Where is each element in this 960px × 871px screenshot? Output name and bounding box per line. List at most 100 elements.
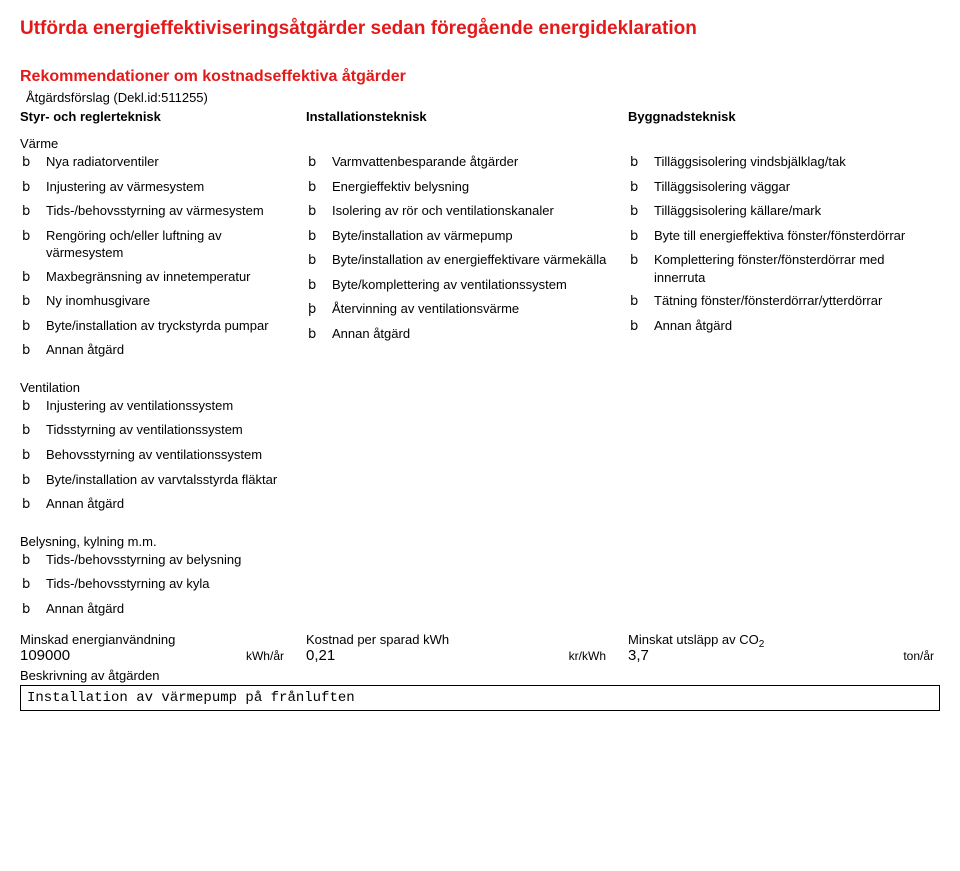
bel-item-label: Annan åtgärd bbox=[46, 600, 420, 618]
summary-energy-unit: kWh/år bbox=[246, 649, 306, 663]
desc-box[interactable]: Installation av värmepump på frånluften bbox=[20, 685, 940, 711]
col-head-install: Installationsteknisk bbox=[306, 109, 628, 124]
varme-item-label: Byte/installation av tryckstyrda pumpar bbox=[46, 317, 300, 335]
install-items: bVarmvattenbesparande åtgärderbEnergieff… bbox=[306, 153, 622, 349]
install-checkbox-icon[interactable]: b bbox=[306, 202, 332, 221]
varme-checkbox-icon[interactable]: b bbox=[20, 178, 46, 197]
bel-checkbox-icon[interactable]: b bbox=[20, 600, 46, 619]
varme-checkbox-icon[interactable]: b bbox=[20, 227, 46, 246]
varme-item: bRengöring och/eller luftning av värmesy… bbox=[20, 227, 300, 262]
bygg-checkbox-icon[interactable]: b bbox=[628, 153, 654, 172]
install-checkbox-icon[interactable]: þ bbox=[306, 300, 332, 319]
bel-item: bAnnan åtgärd bbox=[20, 600, 420, 619]
vent-checkbox-icon[interactable]: b bbox=[20, 446, 46, 465]
page-root: Utförda energieffektiviseringsåtgärder s… bbox=[0, 0, 960, 719]
bygg-item-label: Tilläggsisolering vindsbjälklag/tak bbox=[654, 153, 938, 171]
summary-co2-unit: ton/år bbox=[903, 649, 938, 663]
install-item: þÅtervinning av ventilationsvärme bbox=[306, 300, 622, 319]
summary-cost: Kostnad per sparad kWh 0,21 kr/kWh bbox=[306, 632, 628, 664]
varme-item-label: Tids-/behovsstyrning av värmesystem bbox=[46, 202, 300, 220]
bygg-item: bTätning fönster/fönsterdörrar/ytterdörr… bbox=[628, 292, 938, 311]
install-item: bAnnan åtgärd bbox=[306, 325, 622, 344]
title-sub: Rekommendationer om kostnadseffektiva åt… bbox=[20, 68, 940, 86]
varme-item-label: Maxbegränsning av innetemperatur bbox=[46, 268, 300, 286]
install-checkbox-icon[interactable]: b bbox=[306, 276, 332, 295]
varme-checkbox-icon[interactable]: b bbox=[20, 292, 46, 311]
summary-co2-value: 3,7 bbox=[628, 647, 653, 664]
bygg-item-label: Tilläggsisolering väggar bbox=[654, 178, 938, 196]
varme-checkbox-icon[interactable]: b bbox=[20, 341, 46, 360]
bel-checkbox-icon[interactable]: b bbox=[20, 551, 46, 570]
bygg-item: bTilläggsisolering vindsbjälklag/tak bbox=[628, 153, 938, 172]
bel-item-label: Tids-/behovsstyrning av kyla bbox=[46, 575, 420, 593]
bel-item: bTids-/behovsstyrning av belysning bbox=[20, 551, 420, 570]
varme-checkbox-icon[interactable]: b bbox=[20, 202, 46, 221]
bygg-checkbox-icon[interactable]: b bbox=[628, 178, 654, 197]
bel-heading: Belysning, kylning m.m. bbox=[20, 534, 940, 549]
install-checkbox-icon[interactable]: b bbox=[306, 325, 332, 344]
bygg-checkbox-icon[interactable]: b bbox=[628, 251, 654, 270]
bygg-item: bByte till energieffektiva fönster/fönst… bbox=[628, 227, 938, 246]
varme-checkbox-icon[interactable]: b bbox=[20, 317, 46, 336]
install-checkbox-icon[interactable]: b bbox=[306, 178, 332, 197]
install-item: bByte/installation av energieffektivare … bbox=[306, 251, 622, 270]
bygg-item: bAnnan åtgärd bbox=[628, 317, 938, 336]
vent-checkbox-icon[interactable]: b bbox=[20, 471, 46, 490]
bygg-checkbox-icon[interactable]: b bbox=[628, 292, 654, 311]
bygg-item-label: Tilläggsisolering källare/mark bbox=[654, 202, 938, 220]
install-item: bEnergieffektiv belysning bbox=[306, 178, 622, 197]
install-item-label: Byte/installation av värmepump bbox=[332, 227, 622, 245]
bygg-item-label: Komplettering fönster/fönsterdörrar med … bbox=[654, 251, 938, 286]
col-head-bygg: Byggnadsteknisk bbox=[628, 109, 736, 124]
summary-cost-value: 0,21 bbox=[306, 647, 339, 664]
bygg-checkbox-icon[interactable]: b bbox=[628, 227, 654, 246]
columns-body: Värme bNya radiatorventilerbInjustering … bbox=[20, 126, 940, 366]
varme-items: bNya radiatorventilerbInjustering av vär… bbox=[20, 153, 300, 366]
bygg-checkbox-icon[interactable]: b bbox=[628, 317, 654, 336]
summary-energy-label: Minskad energianvändning bbox=[20, 632, 306, 647]
proposal-id: Åtgärdsförslag (Dekl.id:511255) bbox=[26, 90, 940, 105]
varme-item: bAnnan åtgärd bbox=[20, 341, 300, 360]
summary-co2-label-prefix: Minskat utsläpp av CO bbox=[628, 632, 759, 647]
vent-item-label: Byte/installation av varvtalsstyrda fläk… bbox=[46, 471, 420, 489]
varme-checkbox-icon[interactable]: b bbox=[20, 153, 46, 172]
varme-item-label: Rengöring och/eller luftning av värmesys… bbox=[46, 227, 300, 262]
vent-checkbox-icon[interactable]: b bbox=[20, 421, 46, 440]
install-checkbox-icon[interactable]: b bbox=[306, 153, 332, 172]
install-item-label: Energieffektiv belysning bbox=[332, 178, 622, 196]
install-item-label: Isolering av rör och ventilationskanaler bbox=[332, 202, 622, 220]
col-styr: Värme bNya radiatorventilerbInjustering … bbox=[20, 126, 306, 366]
desc-label: Beskrivning av åtgärden bbox=[20, 668, 940, 683]
install-item-label: Annan åtgärd bbox=[332, 325, 622, 343]
install-checkbox-icon[interactable]: b bbox=[306, 227, 332, 246]
install-item: bVarmvattenbesparande åtgärder bbox=[306, 153, 622, 172]
col-head-styr: Styr- och reglerteknisk bbox=[20, 109, 306, 124]
summary-cost-label: Kostnad per sparad kWh bbox=[306, 632, 628, 647]
bygg-item-label: Byte till energieffektiva fönster/fönste… bbox=[654, 227, 938, 245]
varme-item-label: Injustering av värmesystem bbox=[46, 178, 300, 196]
install-item: bByte/komplettering av ventilationssyste… bbox=[306, 276, 622, 295]
summary-cost-unit: kr/kWh bbox=[569, 649, 628, 663]
bygg-checkbox-icon[interactable]: b bbox=[628, 202, 654, 221]
title-main: Utförda energieffektiviseringsåtgärder s… bbox=[20, 18, 940, 40]
install-checkbox-icon[interactable]: b bbox=[306, 251, 332, 270]
vent-item-label: Annan åtgärd bbox=[46, 495, 420, 513]
bel-item: bTids-/behovsstyrning av kyla bbox=[20, 575, 420, 594]
summary-co2: Minskat utsläpp av CO2 3,7 ton/år bbox=[628, 632, 938, 664]
varme-item-label: Nya radiatorventiler bbox=[46, 153, 300, 171]
varme-checkbox-icon[interactable]: b bbox=[20, 268, 46, 287]
bygg-item-label: Annan åtgärd bbox=[654, 317, 938, 335]
bel-checkbox-icon[interactable]: b bbox=[20, 575, 46, 594]
vent-checkbox-icon[interactable]: b bbox=[20, 495, 46, 514]
vent-checkbox-icon[interactable]: b bbox=[20, 397, 46, 416]
vent-item: bBehovsstyrning av ventilationssystem bbox=[20, 446, 420, 465]
varme-item-label: Annan åtgärd bbox=[46, 341, 300, 359]
vent-item-label: Tidsstyrning av ventilationssystem bbox=[46, 421, 420, 439]
varme-item: bMaxbegränsning av innetemperatur bbox=[20, 268, 300, 287]
vent-item: bAnnan åtgärd bbox=[20, 495, 420, 514]
col-install: bVarmvattenbesparande åtgärderbEnergieff… bbox=[306, 126, 628, 366]
varme-item: bNya radiatorventiler bbox=[20, 153, 300, 172]
summary-co2-label: Minskat utsläpp av CO2 bbox=[628, 632, 938, 647]
summary-co2-label-sub: 2 bbox=[759, 639, 765, 650]
vent-heading: Ventilation bbox=[20, 380, 940, 395]
